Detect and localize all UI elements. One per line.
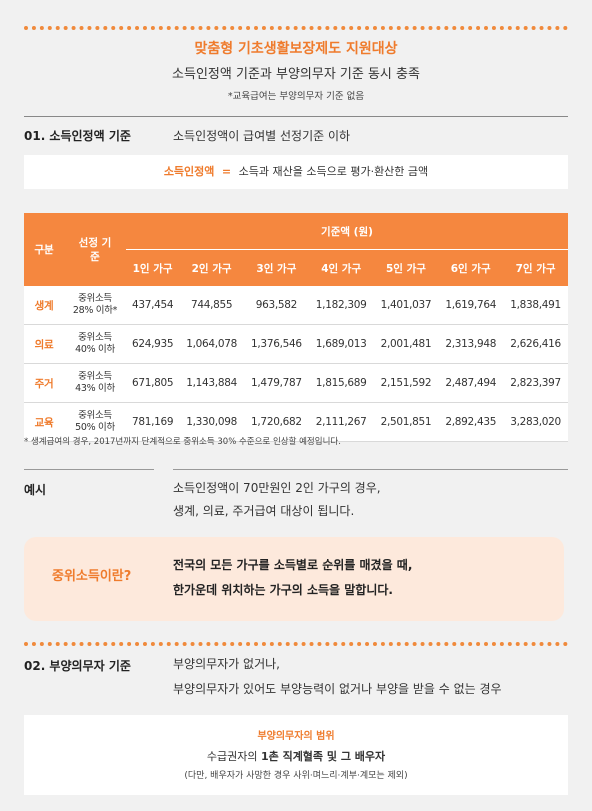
section2-line1: 부양의무자가 없거나,	[173, 657, 280, 671]
row-value: 2,313,948	[438, 324, 504, 364]
page-note: *교육급여는 부양의무자 기준 없음	[227, 91, 365, 102]
example-rule-left	[24, 469, 154, 470]
scope-line: 수급권자의 1촌 직계혈족 및 그 배우자	[206, 750, 386, 763]
median-callout: 중위소득이란? 전국의 모든 가구를 소득별로 순위를 매겼을 때, 한가운데 …	[24, 537, 564, 621]
definition-equals: =	[221, 165, 232, 178]
row-base: 중위소득 43% 이하	[64, 363, 126, 403]
section-divider	[24, 116, 568, 117]
row-value: 3,283,020	[503, 402, 568, 442]
header-household-4: 4인 가구	[308, 249, 374, 286]
definition-text: 소득과 재산을 소득으로 평가·환산한 금액	[238, 165, 429, 178]
row-value: 1,064,078	[179, 324, 244, 364]
row-value: 437,454	[126, 286, 180, 325]
page-subtitle: 소득인정액 기준과 부양의무자 기준 동시 충족	[172, 67, 420, 82]
header-household-1: 1인 가구	[126, 249, 180, 286]
row-value: 624,935	[126, 324, 180, 364]
example-line1: 소득인정액이 70만원인 2인 가구의 경우,	[173, 481, 381, 495]
row-value: 1,815,689	[308, 363, 374, 403]
row-value: 2,151,592	[373, 363, 439, 403]
median-question: 중위소득이란?	[52, 569, 132, 584]
table-row: 교육 중위소득 50% 이하 781,169 1,330,098 1,720,682 2,…	[24, 402, 568, 442]
row-category: 교육	[24, 402, 64, 442]
header-household-5: 5인 가구	[373, 249, 439, 286]
row-value: 2,892,435	[438, 402, 504, 442]
section1-heading: 01. 소득인정액 기준	[24, 129, 131, 143]
table-row: 주거 중위소득 43% 이하 671,805 1,143,884 1,479,787 1,…	[24, 363, 568, 403]
row-value: 1,479,787	[244, 363, 309, 403]
household-header-row: 1인 가구 2인 가구 3인 가구 4인 가구 5인 가구 6인 가구 7인 가구	[24, 249, 568, 286]
row-value: 671,805	[126, 363, 180, 403]
row-value: 2,487,494	[438, 363, 504, 403]
header-amount: 기준액 (원)	[126, 213, 568, 250]
section2-heading: 02. 부양의무자 기준	[24, 659, 131, 673]
scope-title: 부양의무자의 범위	[257, 731, 335, 742]
row-value: 1,330,098	[179, 402, 244, 442]
row-value: 744,855	[179, 286, 244, 325]
median-line2: 한가운데 위치하는 가구의 소득을 말합니다.	[173, 583, 393, 597]
header-category: 구분	[24, 213, 64, 286]
row-value: 1,143,884	[179, 363, 244, 403]
section2-line2: 부양의무자가 있어도 부양능력이 없거나 부양을 받을 수 없는 경우	[173, 682, 502, 696]
scope-line-bold: 1촌 직계혈족 및 그 배우자	[260, 750, 386, 763]
definition-box: 소득인정액 = 소득과 재산을 소득으로 평가·환산한 금액	[24, 155, 568, 189]
table-row: 생계 중위소득 28% 이하* 437,454 744,855 963,582 1,182…	[24, 286, 568, 325]
header-base: 선정 기준	[64, 213, 126, 286]
header-household-7: 7인 가구	[503, 249, 568, 286]
row-value: 963,582	[244, 286, 309, 325]
row-value: 2,501,851	[373, 402, 439, 442]
definition-term: 소득인정액	[163, 165, 215, 178]
mid-divider	[24, 642, 568, 646]
row-base: 중위소득 40% 이하	[64, 324, 126, 364]
row-value: 2,001,481	[373, 324, 439, 364]
row-value: 1,182,309	[308, 286, 374, 325]
row-category: 생계	[24, 286, 64, 325]
row-value: 2,626,416	[503, 324, 568, 364]
header-household-2: 2인 가구	[179, 249, 244, 286]
table-body: 생계 중위소득 28% 이하* 437,454 744,855 963,582 1,182…	[24, 286, 568, 442]
row-value: 2,111,267	[308, 402, 374, 442]
row-base: 중위소득 28% 이하*	[64, 286, 126, 325]
income-criteria-table: 구분 선정 기준 기준액 (원) 1인 가구 2인 가구 3인 가구 4인 가구 5인 …	[24, 213, 568, 442]
row-category: 의료	[24, 324, 64, 364]
example-line2: 생계, 의료, 주거급여 대상이 됩니다.	[173, 504, 355, 518]
example-rule-right	[173, 469, 568, 470]
section1-desc: 소득인정액이 급여별 선정기준 이하	[173, 129, 351, 143]
row-value: 2,823,397	[503, 363, 568, 403]
top-divider	[24, 26, 568, 30]
table-row: 의료 중위소득 40% 이하 624,935 1,064,078 1,376,546 1,…	[24, 324, 568, 364]
row-value: 1,619,764	[438, 286, 504, 325]
example-label: 예시	[24, 483, 47, 497]
header-household-6: 6인 가구	[438, 249, 504, 286]
row-value: 781,169	[126, 402, 180, 442]
page-title: 맞춤형 기초생활보장제도 지원대상	[194, 41, 398, 57]
row-category: 주거	[24, 363, 64, 403]
table-footnote: * 생계급여의 경우, 2017년까지 단계적으로 중위소득 30% 수준으로 …	[24, 437, 341, 447]
scope-box: 부양의무자의 범위 수급권자의 1촌 직계혈족 및 그 배우자 (다만, 배우자…	[24, 715, 568, 795]
header-household-3: 3인 가구	[244, 249, 309, 286]
median-line1: 전국의 모든 가구를 소득별로 순위를 매겼을 때,	[173, 558, 413, 572]
row-value: 1,401,037	[373, 286, 439, 325]
row-base: 중위소득 50% 이하	[64, 402, 126, 442]
row-value: 1,838,491	[503, 286, 568, 325]
row-value: 1,376,546	[244, 324, 309, 364]
row-value: 1,689,013	[308, 324, 374, 364]
row-value: 1,720,682	[244, 402, 309, 442]
scope-note: (다만, 배우자가 사망한 경우 사위·며느리·계부·계모는 제외)	[184, 771, 408, 781]
